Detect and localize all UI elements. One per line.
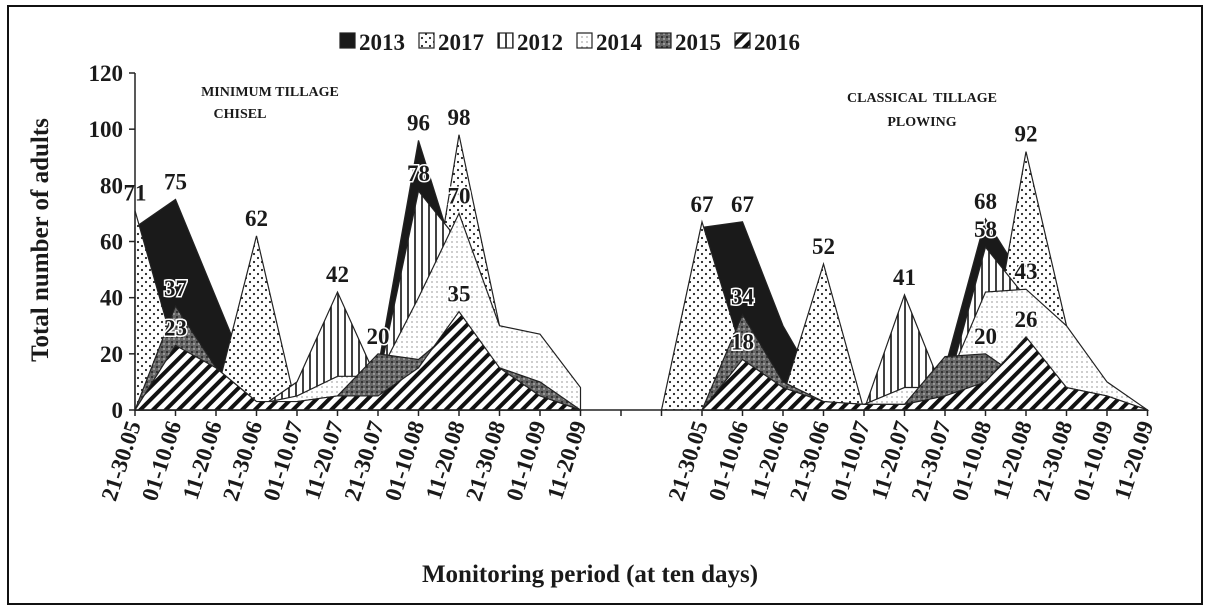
data-label: 67 bbox=[731, 192, 754, 217]
frame bbox=[7, 5, 1203, 605]
data-label: 58 bbox=[974, 217, 997, 242]
x-tick-label: 11-20.09 bbox=[1109, 418, 1158, 503]
data-label: 34 bbox=[731, 285, 755, 310]
y-axis-title: Total number of adults bbox=[27, 118, 54, 362]
legend-label: 2015 bbox=[675, 30, 721, 55]
data-label: 75 bbox=[164, 169, 187, 194]
data-label: 43 bbox=[1015, 259, 1038, 284]
legend-swatch bbox=[655, 32, 672, 49]
data-label: 35 bbox=[448, 282, 471, 307]
data-label: 78 bbox=[407, 161, 430, 186]
legend-swatch bbox=[497, 32, 514, 49]
x-axis-title: Monitoring period (at ten days) bbox=[422, 561, 758, 588]
legend-label: 2013 bbox=[359, 30, 405, 55]
legend-swatch bbox=[339, 32, 356, 49]
legend-label: 2014 bbox=[596, 30, 643, 55]
y-tick-label: 120 bbox=[89, 61, 124, 86]
area bbox=[133, 310, 1148, 411]
y-tick-label: 20 bbox=[100, 342, 123, 367]
legend-label: 2016 bbox=[754, 30, 800, 55]
x-tick-label: 11-20.09 bbox=[542, 418, 591, 503]
data-label: 37 bbox=[164, 276, 187, 301]
annotation: CLASSICAL TILLAGE bbox=[847, 91, 997, 106]
y-tick-label: 100 bbox=[89, 117, 124, 142]
data-label: 96 bbox=[407, 110, 430, 135]
data-label: 92 bbox=[1015, 122, 1038, 147]
data-label: 70 bbox=[448, 183, 471, 208]
y-tick-label: 0 bbox=[112, 398, 124, 423]
data-label: 62 bbox=[245, 206, 268, 231]
data-label: 42 bbox=[326, 262, 349, 287]
data-label: 26 bbox=[1015, 307, 1038, 332]
y-tick-label: 80 bbox=[100, 173, 123, 198]
data-label: 67 bbox=[691, 192, 714, 217]
data-label: 20 bbox=[974, 324, 997, 349]
annotation: MINIMUM TILLAGE bbox=[201, 85, 339, 100]
data-label: 41 bbox=[893, 265, 916, 290]
data-label: 20 bbox=[367, 324, 390, 349]
legend-label: 2017 bbox=[438, 30, 484, 55]
data-label: 18 bbox=[731, 329, 754, 354]
data-label: 68 bbox=[974, 189, 997, 214]
y-tick-label: 40 bbox=[100, 286, 123, 311]
annotation: CHISEL bbox=[214, 107, 267, 122]
data-label: 98 bbox=[448, 105, 471, 130]
legend-label: 2012 bbox=[517, 30, 563, 55]
legend-swatch bbox=[576, 32, 593, 49]
annotation: PLOWING bbox=[887, 115, 956, 130]
data-label: 23 bbox=[164, 315, 187, 340]
legend-swatch bbox=[734, 32, 751, 49]
data-label: 52 bbox=[812, 234, 835, 259]
legend-swatch bbox=[418, 32, 435, 49]
y-tick-label: 60 bbox=[100, 230, 123, 255]
